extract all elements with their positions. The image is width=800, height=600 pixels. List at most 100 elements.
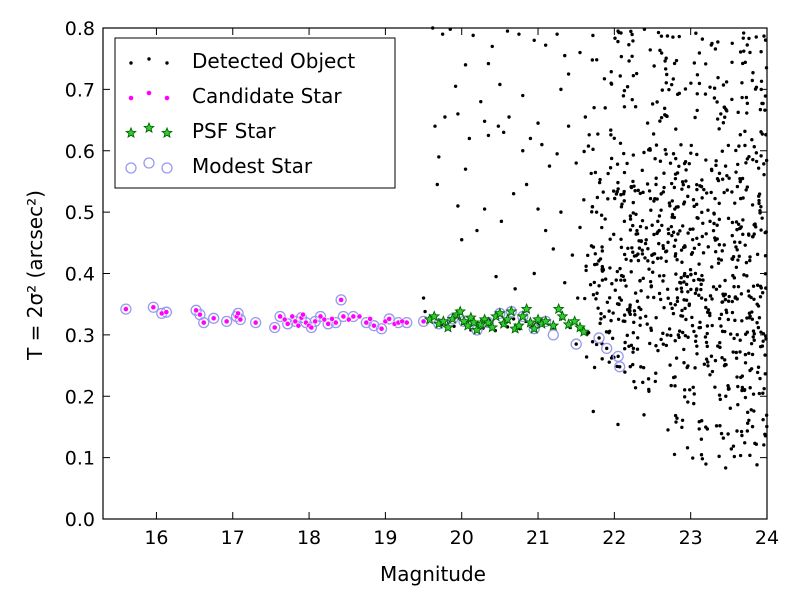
detected-object-point	[702, 362, 707, 366]
detected-object-point	[625, 333, 629, 338]
modest-star-point	[274, 310, 286, 323]
detected-object-point	[685, 365, 689, 370]
detected-object-point	[592, 105, 596, 110]
psf-star-point	[532, 313, 544, 325]
detected-object-point	[745, 101, 750, 106]
detected-object-point	[574, 342, 578, 346]
detected-object-point	[666, 428, 670, 432]
detected-object-point	[610, 282, 614, 286]
detected-object-point	[686, 194, 690, 199]
detected-object-point	[752, 297, 756, 301]
modest-star-point	[601, 342, 613, 355]
detected-object-point	[611, 189, 616, 193]
detected-object-point	[750, 352, 755, 357]
detected-object-point	[684, 298, 689, 302]
detected-object-point	[750, 138, 754, 142]
detected-object-point	[638, 316, 642, 320]
detected-object-point	[750, 78, 755, 83]
detected-object-point	[658, 297, 663, 302]
detected-object-point	[644, 314, 648, 318]
detected-object-point	[682, 361, 686, 365]
detected-object-point	[716, 261, 721, 265]
detected-object-point	[586, 253, 590, 258]
detected-object-point	[498, 82, 502, 87]
detected-object-point	[717, 217, 722, 222]
detected-object-point	[584, 268, 588, 273]
modest-star-point	[614, 361, 626, 373]
detected-object-point	[618, 266, 622, 271]
candidate-star-point	[289, 313, 296, 320]
candidate-star-point	[329, 316, 335, 322]
candidate-star-point	[193, 307, 200, 314]
detected-object-point	[686, 231, 690, 235]
detected-object-point	[758, 208, 762, 213]
detected-object-point	[453, 84, 458, 89]
detected-object-point	[730, 299, 735, 304]
detected-object-point	[714, 424, 719, 428]
detected-object-point	[551, 247, 555, 251]
x-tick-label: 22	[602, 527, 626, 549]
detected-object-point	[596, 306, 600, 310]
candidate-star-point	[340, 313, 347, 320]
modest-star-point	[147, 301, 160, 313]
detected-object-point	[754, 151, 759, 155]
detected-object-point	[547, 164, 552, 168]
detected-object-point	[749, 408, 753, 412]
detected-object-point	[736, 403, 740, 407]
detected-object-point	[668, 161, 673, 165]
detected-object-point	[689, 287, 693, 292]
candidate-star-point	[197, 311, 203, 318]
detected-object-point	[634, 71, 639, 76]
detected-object-point	[664, 249, 669, 253]
detected-object-point	[658, 48, 662, 53]
detected-object-point	[761, 339, 765, 343]
x-tick-label: 21	[526, 527, 550, 549]
detected-object-point	[730, 257, 735, 261]
detected-object-point	[631, 331, 636, 335]
detected-object-point	[744, 95, 749, 100]
x-tick-label: 23	[679, 527, 703, 549]
detected-object-point	[695, 108, 699, 113]
detected-object-point	[704, 305, 708, 310]
detected-object-point	[762, 172, 766, 177]
detected-object-point	[723, 278, 727, 283]
detected-object-point	[602, 77, 607, 81]
detected-object-point	[619, 31, 623, 35]
detected-object-point	[719, 431, 724, 436]
detected-object-point	[763, 230, 767, 235]
detected-object-point	[684, 179, 688, 183]
detected-object-point	[762, 162, 766, 166]
detected-object-point	[745, 43, 749, 47]
detected-object-point	[641, 276, 645, 281]
detected-object-point	[636, 336, 640, 340]
detected-object-point	[673, 252, 678, 256]
detected-object-point	[691, 456, 695, 460]
candidate-star-point	[210, 315, 217, 322]
detected-object-point	[696, 277, 701, 282]
detected-object-point	[680, 289, 684, 294]
x-tick-label: 17	[221, 527, 245, 549]
detected-object-point	[659, 256, 663, 260]
detected-object-point	[658, 119, 662, 123]
detected-object-point	[713, 47, 718, 51]
y-tick-label: 0.5	[65, 202, 95, 224]
detected-object-point	[706, 208, 710, 212]
detected-object-point	[755, 321, 759, 325]
detected-object-point	[631, 346, 636, 351]
detected-object-point	[655, 100, 659, 104]
detected-object-point	[721, 83, 726, 87]
legend-label-modest: Modest Star	[192, 154, 313, 178]
legend-marker-open-circle	[143, 157, 155, 169]
detected-object-point	[590, 210, 594, 214]
detected-object-point	[754, 35, 758, 39]
candidate-star-points	[122, 296, 427, 332]
detected-object-point	[747, 233, 751, 237]
detected-object-point	[714, 159, 718, 163]
detected-object-point	[685, 274, 690, 279]
detected-object-point	[689, 252, 694, 256]
detected-object-point	[763, 253, 768, 258]
detected-object-point	[677, 164, 681, 168]
detected-object-point	[694, 202, 699, 207]
detected-object-point	[631, 200, 635, 205]
x-tick-label: 24	[755, 527, 779, 549]
